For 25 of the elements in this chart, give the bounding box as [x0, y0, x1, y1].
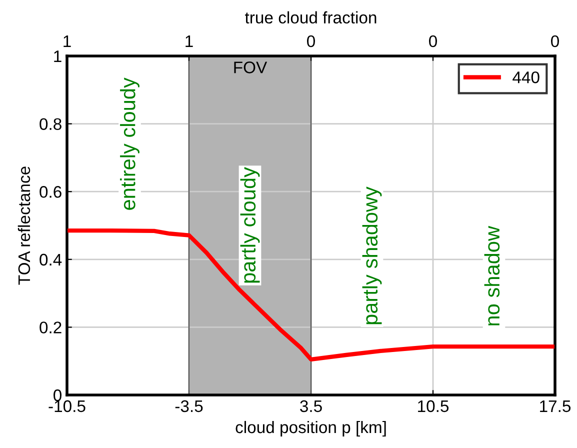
text: 0 — [429, 35, 437, 48]
x-tick-label: -3.5 — [175, 400, 203, 412]
annotation: partly shadowy — [362, 186, 382, 324]
x-tick-label: 3.5 — [300, 400, 322, 412]
y-tick-label: 1 — [54, 50, 62, 62]
y-tick-label: 0.2 — [40, 322, 62, 334]
y-tick-label: 0.6 — [40, 186, 62, 198]
legend-label: 440 — [512, 71, 540, 84]
x-tick-label: 17.5 — [540, 400, 571, 412]
x-tick-label: 10.5 — [418, 400, 449, 412]
y-tick-label: 0.4 — [40, 254, 62, 266]
annotation: partly cloudy — [240, 167, 260, 283]
annotation: entirely cloudy — [120, 78, 140, 210]
x-axis-title: cloud position p [km] — [236, 420, 386, 436]
annotation: no shadow — [484, 226, 500, 326]
band-label: FOV — [234, 62, 268, 74]
x-tick-label: -10.5 — [48, 400, 86, 412]
text: 1 — [64, 36, 71, 47]
text: 1 — [186, 36, 193, 47]
x2-axis-title: true cloud fraction — [245, 11, 376, 24]
y-axis-title: TOA reflectance — [18, 166, 30, 285]
text: 0 — [551, 35, 559, 48]
y-tick-label: 0 — [54, 389, 62, 402]
text: 0 — [307, 35, 315, 48]
y-tick-label: 0.8 — [40, 118, 62, 130]
